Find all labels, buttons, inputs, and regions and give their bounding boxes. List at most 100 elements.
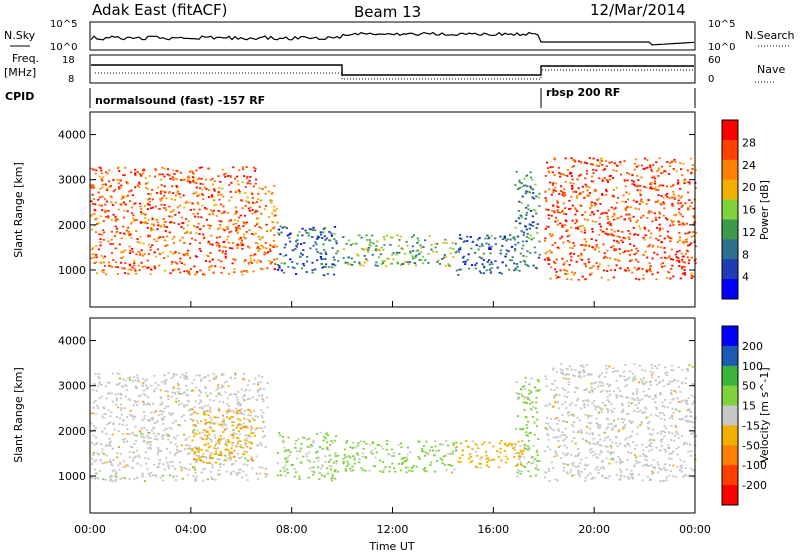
velocity-scatter-cell xyxy=(585,432,588,434)
velocity-scatter-cell xyxy=(250,458,253,460)
velocity-scatter-cell xyxy=(422,450,425,453)
power-scatter-cell xyxy=(117,182,120,185)
power-scatter-cell xyxy=(627,269,630,272)
power-scatter-cell xyxy=(688,181,691,183)
velocity-scatter-cell xyxy=(128,433,131,436)
power-scatter-cell xyxy=(622,194,625,197)
power-scatter-cell xyxy=(237,183,240,186)
velocity-scatter-cell xyxy=(205,457,208,459)
velocity-scatter-cell xyxy=(645,455,648,458)
power-scatter-cell xyxy=(532,208,535,211)
velocity-scatter-cell xyxy=(208,462,211,464)
power-scatter-cell xyxy=(185,200,188,203)
velocity-scatter-cell xyxy=(616,445,619,448)
power-scatter-cell xyxy=(590,180,593,183)
velocity-scatter-cell xyxy=(163,468,166,471)
power-scatter-cell xyxy=(470,247,473,250)
velocity-scatter-cell xyxy=(430,446,433,448)
velocity-scatter-cell xyxy=(612,457,615,460)
velocity-scatter-cell xyxy=(648,439,651,442)
power-scatter-cell xyxy=(529,176,532,179)
velocity-scatter-cell xyxy=(238,472,241,474)
velocity-scatter-cell xyxy=(132,415,135,418)
velocity-scatter-cell xyxy=(255,399,258,401)
velocity-scatter-cell xyxy=(186,447,189,450)
power-scatter-cell xyxy=(662,214,665,217)
velocity-scatter-cell xyxy=(686,420,689,422)
power-scatter-cell xyxy=(99,187,102,190)
power-scatter-cell xyxy=(545,208,548,211)
velocity-scatter-cell xyxy=(654,394,657,397)
power-scatter-cell xyxy=(491,263,494,266)
power-scatter-cell xyxy=(159,190,162,193)
velocity-scatter-cell xyxy=(530,391,533,394)
velocity-scatter-cell xyxy=(624,445,627,448)
power-scatter-cell xyxy=(134,219,137,221)
velocity-scatter-cell xyxy=(202,455,205,458)
power-scatter-cell xyxy=(649,236,652,239)
velocity-scatter-cell xyxy=(611,411,614,413)
velocity-scatter-cell xyxy=(199,459,202,461)
velocity-scatter-cell xyxy=(517,398,520,401)
velocity-scatter-cell xyxy=(591,431,594,434)
velocity-scatter-cell xyxy=(536,411,539,414)
power-scatter-cell xyxy=(235,222,238,225)
velocity-scatter-cell xyxy=(563,389,566,391)
power-scatter-cell xyxy=(104,273,108,276)
velocity-scatter-cell xyxy=(610,409,613,412)
power-scatter-cell xyxy=(224,253,227,255)
power-scatter-cell xyxy=(690,172,693,175)
power-scatter-cell xyxy=(631,271,634,274)
velocity-scatter-cell xyxy=(648,388,651,390)
velocity-scatter-cell xyxy=(224,454,227,457)
velocity-scatter-cell xyxy=(555,452,558,455)
velocity-scatter-cell xyxy=(328,461,331,463)
power-scatter-cell xyxy=(631,179,634,182)
velocity-scatter-cell xyxy=(608,401,611,403)
velocity-scatter-cell xyxy=(221,425,224,428)
power-scatter-cell xyxy=(596,268,599,270)
power-scatter-cell xyxy=(553,157,556,160)
velocity-scatter-cell xyxy=(149,475,152,477)
power-scatter-cell xyxy=(505,239,508,242)
power-scatter-cell xyxy=(189,209,192,211)
power-scatter-cell xyxy=(474,252,477,254)
power-scatter-cell xyxy=(676,182,679,185)
velocity-scatter-cell xyxy=(126,428,129,431)
power-scatter-cell xyxy=(590,175,594,178)
power-scatter-cell xyxy=(236,247,239,249)
power-scatter-cell xyxy=(222,195,225,198)
power-scatter-cell xyxy=(636,174,639,177)
velocity-scatter-cell xyxy=(257,394,260,397)
power-scatter-cell xyxy=(595,262,598,264)
power-scatter-cell xyxy=(245,269,248,272)
velocity-scatter-cell xyxy=(98,397,101,400)
velocity-scatter-cell xyxy=(633,410,636,412)
power-scatter-cell xyxy=(273,244,276,247)
power-scatter-cell xyxy=(252,166,256,169)
power-scatter-cell xyxy=(509,238,512,241)
velocity-scatter-cell xyxy=(118,382,121,385)
velocity-scatter-cell xyxy=(193,435,196,438)
power-scatter-cell xyxy=(232,166,235,169)
velocity-scatter-cell xyxy=(646,416,649,418)
velocity-scatter-cell xyxy=(454,447,457,449)
velocity-scatter-cell xyxy=(204,413,207,416)
power-scatter-cell xyxy=(680,195,683,198)
power-scatter-cell xyxy=(590,201,593,204)
velocity-scatter-cell xyxy=(237,424,240,427)
velocity-scatter-cell xyxy=(144,380,147,382)
velocity-scatter-cell xyxy=(537,380,540,383)
velocity-scatter-cell xyxy=(235,412,239,414)
velocity-scatter-cell xyxy=(677,446,680,448)
velocity-scatter-cell xyxy=(657,471,660,474)
velocity-scatter-cell xyxy=(244,426,247,428)
power-scatter-cell xyxy=(307,232,310,235)
velocity-scatter-cell xyxy=(665,371,669,374)
power-scatter-cell xyxy=(277,228,280,231)
power-scatter-cell xyxy=(142,242,145,245)
velocity-scatter-cell xyxy=(108,421,112,424)
power-scatter-cell xyxy=(517,217,520,219)
power-scatter-cell xyxy=(672,275,675,278)
power-scatter-cell xyxy=(380,263,383,265)
